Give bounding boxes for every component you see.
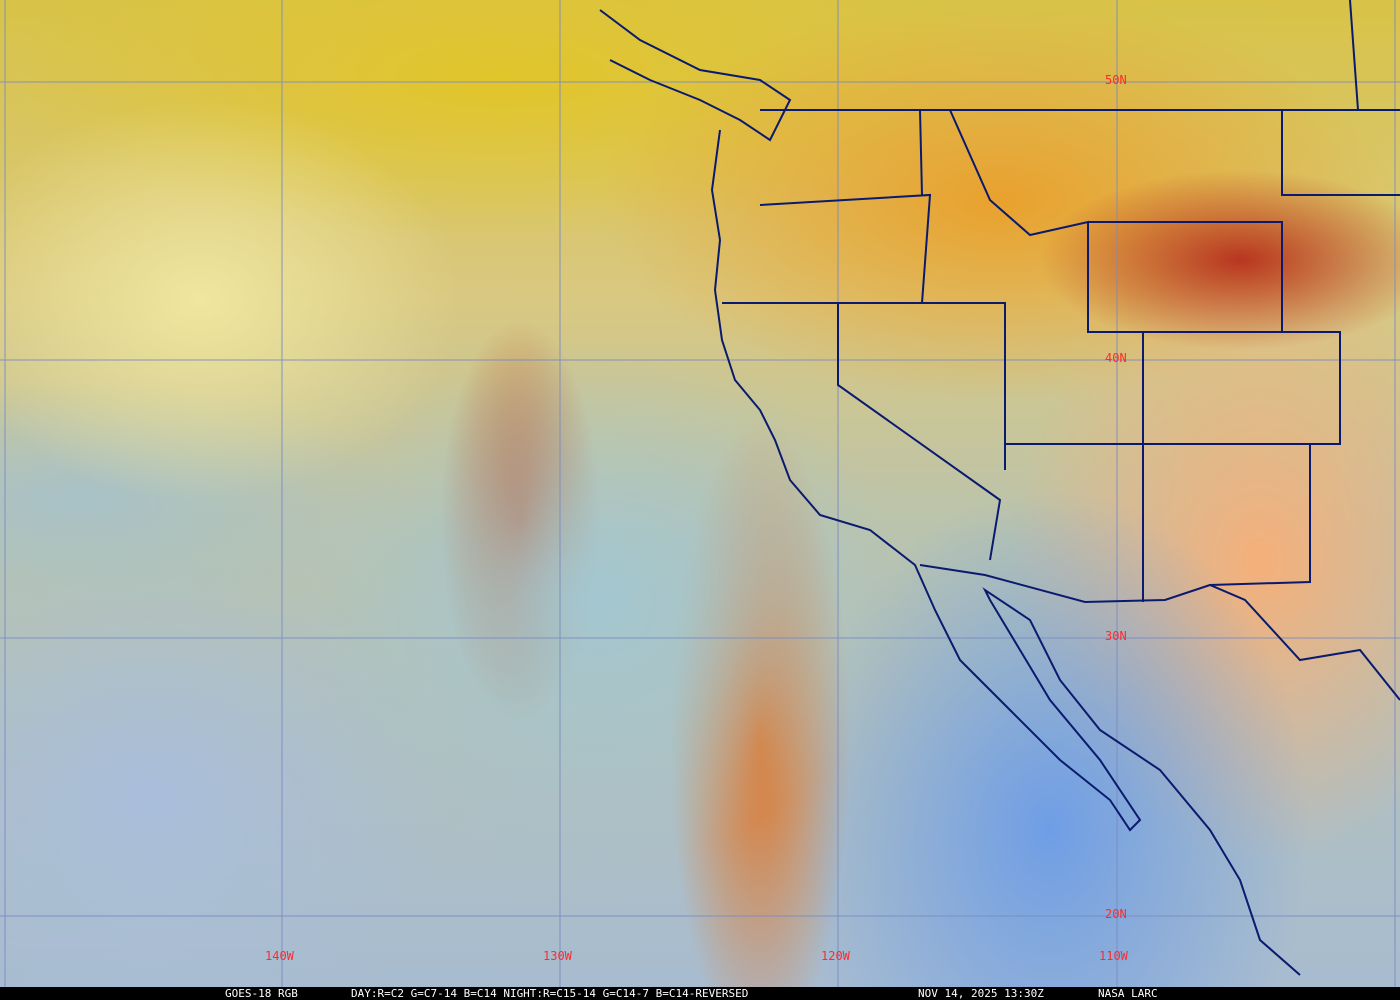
state-border bbox=[1088, 221, 1283, 332]
state-border bbox=[837, 303, 1002, 561]
state-border bbox=[1281, 110, 1400, 196]
latitude-label: 50N bbox=[1105, 73, 1127, 87]
boundaries bbox=[599, 0, 1400, 976]
us-mexico-border bbox=[919, 564, 1400, 701]
image-caption-bar: GOES-18 RGB DAY:R=C2 G=C7-14 B=C14 NIGHT… bbox=[0, 987, 1400, 1000]
state-border bbox=[949, 109, 1341, 445]
state-border bbox=[1349, 0, 1359, 111]
longitude-label: 140W bbox=[265, 949, 295, 963]
timestamp-label: NOV 14, 2025 13:30Z bbox=[918, 987, 1044, 1000]
state-border bbox=[1209, 444, 1311, 586]
west-coastline bbox=[710, 129, 1301, 976]
state-border bbox=[722, 302, 1006, 470]
longitude-label: 130W bbox=[543, 949, 573, 963]
latitude-label: 20N bbox=[1105, 907, 1127, 921]
latitude-label: 40N bbox=[1105, 351, 1127, 365]
satellite-product-label: GOES-18 RGB bbox=[225, 987, 298, 1000]
channel-recipe-label: DAY:R=C2 G=C7-14 B=C14 NIGHT:R=C15-14 G=… bbox=[351, 987, 749, 1000]
state-border bbox=[919, 109, 923, 196]
latitude-label: 30N bbox=[1105, 629, 1127, 643]
longitude-label: 120W bbox=[821, 949, 851, 963]
canada-coast bbox=[599, 9, 792, 142]
state-border bbox=[759, 193, 932, 304]
longitude-label: 110W bbox=[1099, 949, 1129, 963]
source-label: NASA LARC bbox=[1098, 987, 1158, 1000]
grid-labels: 140W 130W 120W 110W 50N 40N 30N 20N bbox=[265, 73, 1129, 963]
